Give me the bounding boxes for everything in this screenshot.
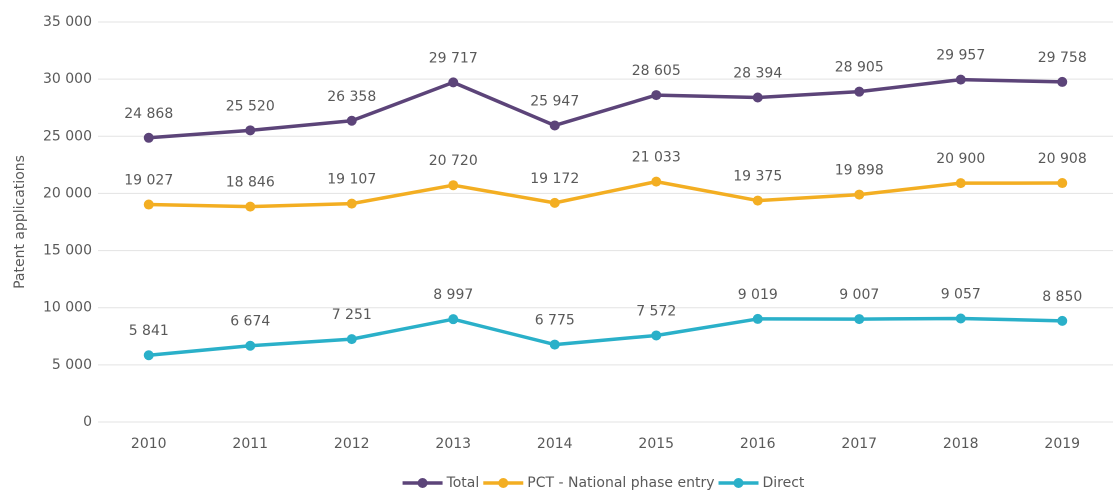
data-label: 9 057: [941, 286, 981, 302]
data-label: 19 375: [733, 169, 782, 185]
data-label: 20 908: [1038, 151, 1087, 167]
data-point: [448, 314, 459, 325]
data-label: 25 947: [530, 93, 579, 109]
data-label: 19 107: [327, 172, 376, 188]
data-label: 29 717: [429, 50, 478, 66]
data-point: [651, 330, 662, 341]
data-point: [854, 314, 865, 325]
data-point: [752, 195, 763, 206]
data-label: 9 019: [738, 287, 778, 303]
data-point: [143, 132, 154, 143]
legend-marker: [417, 478, 428, 488]
x-tick-label: 2012: [334, 436, 370, 452]
x-tick-label: 2015: [638, 436, 674, 452]
data-label: 28 605: [632, 63, 681, 79]
data-label: 20 900: [936, 151, 985, 167]
data-label: 29 957: [936, 48, 985, 64]
y-tick-label: 30 000: [43, 71, 92, 87]
y-tick-label: 25 000: [43, 128, 92, 144]
data-point: [1057, 178, 1068, 189]
data-point: [752, 92, 763, 103]
y-tick-label: 5 000: [52, 357, 92, 373]
x-tick-label: 2019: [1044, 436, 1080, 452]
data-label: 20 720: [429, 153, 478, 169]
series-line: [148, 316, 1063, 357]
data-label: 19 898: [835, 163, 884, 179]
data-label: 25 520: [226, 98, 275, 114]
data-label: 9 007: [839, 287, 879, 303]
data-point: [346, 115, 357, 126]
data-label: 6 674: [230, 314, 270, 330]
y-tick-label: 10 000: [43, 300, 92, 316]
legend-marker: [733, 478, 744, 488]
y-tick-label: 35 000: [43, 14, 92, 30]
data-point: [448, 77, 459, 88]
data-point: [549, 339, 560, 350]
data-label: 6 775: [535, 313, 575, 329]
y-tick-label: 20 000: [43, 185, 92, 201]
x-tick-label: 2013: [435, 436, 471, 452]
x-tick-label: 2017: [841, 436, 877, 452]
data-label: 8 997: [433, 287, 473, 303]
legend-label: Total: [446, 475, 480, 491]
data-point: [854, 86, 865, 97]
x-tick-label: 2014: [537, 436, 573, 452]
y-tick-label: 15 000: [43, 243, 92, 259]
data-point: [245, 201, 256, 212]
data-label: 5 841: [129, 323, 169, 339]
data-label: 29 758: [1038, 50, 1087, 66]
data-point: [1057, 76, 1068, 87]
x-tick-label: 2011: [232, 436, 268, 452]
data-point: [448, 180, 459, 191]
data-point: [346, 198, 357, 209]
data-point: [752, 313, 763, 324]
data-point: [1057, 315, 1068, 326]
legend-label: Direct: [763, 475, 805, 491]
data-point: [955, 74, 966, 85]
data-label: 18 846: [226, 175, 275, 191]
data-point: [245, 340, 256, 351]
x-tick-label: 2018: [943, 436, 979, 452]
data-point: [651, 176, 662, 187]
x-tick-label: 2010: [131, 436, 167, 452]
data-point: [651, 90, 662, 101]
data-point: [549, 197, 560, 208]
data-label: 19 027: [124, 173, 173, 189]
data-label: 7 251: [332, 307, 372, 323]
x-tick-label: 2016: [740, 436, 776, 452]
data-point: [143, 199, 154, 210]
data-label: 19 172: [530, 171, 579, 187]
data-point: [143, 350, 154, 361]
y-tick-label: 0: [83, 414, 92, 430]
series-line: [148, 77, 1063, 140]
y-axis-label: Patent applications: [12, 155, 28, 289]
data-label: 26 358: [327, 89, 376, 105]
data-label: 24 868: [124, 106, 173, 122]
data-point: [854, 189, 865, 200]
legend-marker: [498, 478, 509, 488]
data-point: [245, 125, 256, 136]
data-label: 28 394: [733, 65, 782, 81]
data-label: 21 033: [632, 150, 681, 166]
legend-label: PCT - National phase entry: [527, 475, 714, 491]
data-label: 8 850: [1042, 289, 1082, 305]
data-point: [549, 120, 560, 131]
data-point: [346, 334, 357, 345]
series-line: [148, 179, 1063, 209]
data-label: 7 572: [636, 303, 676, 319]
data-point: [955, 313, 966, 324]
data-label: 28 905: [835, 60, 884, 76]
data-point: [955, 178, 966, 189]
